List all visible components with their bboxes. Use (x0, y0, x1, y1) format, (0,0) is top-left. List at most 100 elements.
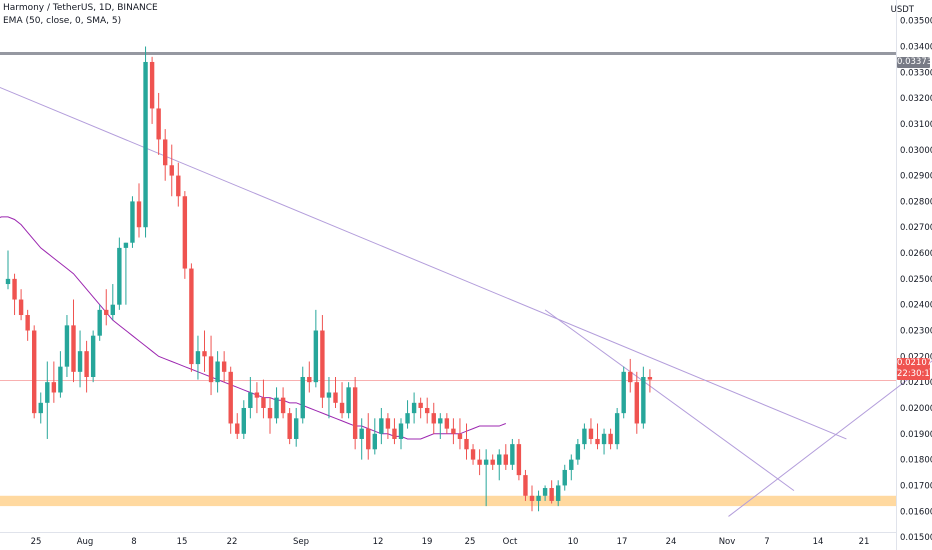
time-tick-label: 25 (465, 537, 476, 547)
candle-body (569, 459, 574, 470)
candle-body (130, 201, 135, 243)
candle (457, 418, 463, 450)
price-unit: USDT (890, 5, 914, 15)
candle (71, 299, 76, 383)
candle (123, 242, 129, 305)
candle-body (163, 139, 168, 166)
price-tick-label: 0.01600 (900, 507, 932, 517)
price-tick-label: 0.02600 (900, 249, 932, 259)
price-tick-label: 0.02200 (900, 352, 932, 362)
price-tick-label: 0.03200 (900, 94, 932, 104)
price-tick-label: 0.02400 (900, 301, 932, 311)
candle (208, 335, 214, 396)
candle-body (601, 433, 607, 445)
candle (228, 366, 233, 434)
candle (516, 438, 522, 481)
time-tick-label: 21 (859, 537, 870, 547)
candle-body (117, 247, 122, 305)
candle (307, 361, 312, 393)
candle-body (470, 449, 476, 460)
candle (189, 263, 194, 372)
candle-body (582, 428, 587, 445)
candle (647, 369, 653, 393)
candle-body (411, 402, 417, 414)
candle (90, 330, 96, 383)
candle-body (464, 438, 469, 450)
candle (326, 376, 332, 419)
trendline-3 (728, 360, 932, 517)
candle-body (483, 459, 489, 465)
candle-body (457, 433, 463, 439)
candle-body (431, 413, 436, 424)
chart-title: Harmony / TetherUS, 1D, BINANCE (3, 3, 158, 13)
candle (261, 379, 266, 419)
candle-body (38, 402, 43, 414)
candle (5, 250, 11, 290)
price-tick-label: 0.03500 (900, 17, 932, 27)
ema50-line (0, 216, 506, 440)
candle-body (280, 397, 286, 414)
candle (58, 351, 63, 398)
candle-body (176, 175, 181, 197)
time-tick-label: 10 (568, 537, 579, 547)
candle (444, 413, 450, 434)
candle (503, 444, 508, 470)
candle-body (221, 361, 227, 372)
candle-body (425, 407, 430, 414)
candle (32, 325, 37, 419)
candle (588, 418, 594, 445)
candle (549, 480, 554, 504)
candle-body (628, 371, 633, 383)
ema-layer (0, 216, 506, 440)
price-tick-label: 0.02900 (900, 172, 932, 182)
indicator-label: EMA (50, close, 0, SMA, 5) (3, 16, 122, 26)
candle (267, 397, 273, 434)
candle (438, 413, 443, 439)
candle (529, 485, 535, 512)
candle-body (169, 165, 174, 176)
candle-body (143, 61, 148, 228)
candle (339, 382, 345, 419)
price-tick-label: 0.01700 (900, 481, 932, 491)
countdown-tag: 22:30:17 (897, 369, 932, 380)
candle-body (195, 351, 201, 365)
candle (464, 423, 469, 460)
candle-body (182, 196, 188, 269)
candle (542, 485, 548, 501)
time-tick-label: 25 (31, 537, 42, 547)
candle-body (451, 428, 456, 434)
price-tick-label: 0.02000 (900, 404, 932, 414)
candle (562, 464, 567, 491)
candle-body (542, 488, 548, 496)
candle (405, 400, 410, 429)
candle (536, 490, 541, 512)
candle (163, 129, 168, 181)
candle-body (621, 371, 626, 414)
candle-body (647, 376, 653, 380)
candle-body (5, 278, 11, 285)
candle-body (58, 366, 63, 393)
time-tick-label: Nov (719, 537, 736, 547)
candle (379, 407, 384, 445)
time-tick-label: Sep (293, 537, 309, 547)
candle-body (608, 433, 613, 445)
candle-body (549, 488, 554, 501)
candle-body (352, 387, 358, 439)
candle (523, 469, 528, 501)
candle-body (405, 413, 410, 424)
candle (235, 413, 240, 439)
candle (372, 418, 377, 455)
candle (130, 196, 135, 248)
candle (294, 407, 299, 447)
candle-body (202, 351, 207, 357)
candle-body (634, 382, 639, 424)
candle-body (444, 418, 450, 429)
candle (77, 330, 83, 388)
time-tick-label: 7 (764, 537, 769, 547)
candle (418, 397, 423, 419)
candle (431, 402, 436, 434)
candle-body (208, 356, 214, 383)
candle (582, 423, 587, 450)
candle-body (529, 495, 535, 501)
